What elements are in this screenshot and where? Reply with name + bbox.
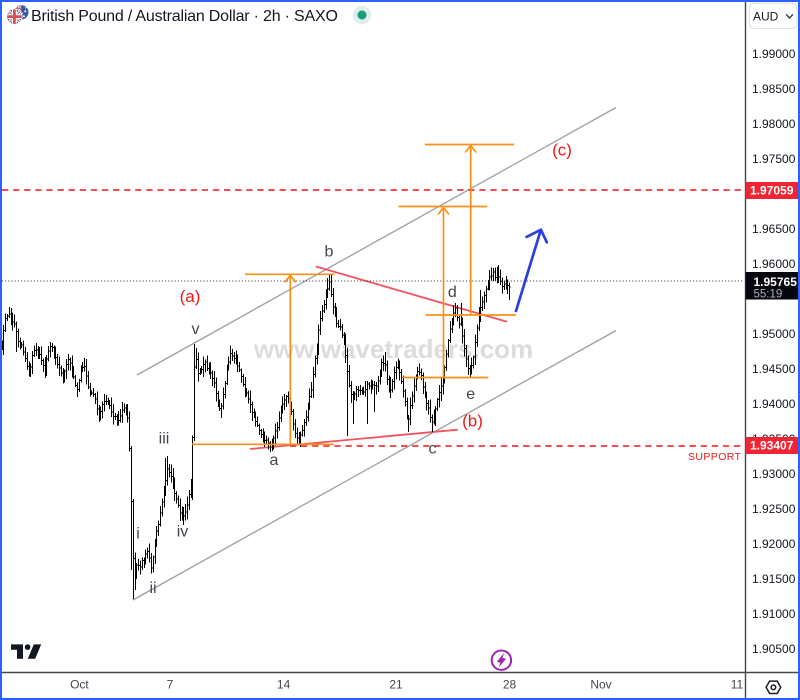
svg-text:1.97500: 1.97500 bbox=[752, 152, 796, 166]
svg-text:1.96500: 1.96500 bbox=[752, 222, 796, 236]
svg-text:v: v bbox=[192, 321, 200, 338]
svg-text:1.91000: 1.91000 bbox=[752, 607, 796, 621]
svg-text:iii: iii bbox=[159, 431, 170, 448]
svg-text:1.99000: 1.99000 bbox=[752, 47, 796, 61]
svg-text:c: c bbox=[429, 441, 437, 458]
svg-text:1.94500: 1.94500 bbox=[752, 362, 796, 376]
svg-text:1.95000: 1.95000 bbox=[752, 327, 796, 341]
svg-text:55:19: 55:19 bbox=[754, 289, 783, 301]
svg-text:www.wavetraders.com: www.wavetraders.com bbox=[253, 334, 533, 364]
svg-text:British Pound / Australian Dol: British Pound / Australian Dollar · 2h ·… bbox=[31, 8, 338, 25]
svg-text:e: e bbox=[466, 386, 475, 403]
svg-text:iv: iv bbox=[177, 524, 189, 541]
svg-text:AUD: AUD bbox=[753, 9, 779, 23]
svg-text:(b): (b) bbox=[462, 412, 483, 431]
svg-text:(c): (c) bbox=[552, 141, 572, 160]
svg-text:1.93407: 1.93407 bbox=[750, 439, 794, 453]
svg-text:1.93000: 1.93000 bbox=[752, 467, 796, 481]
svg-text:SUPPORT: SUPPORT bbox=[688, 451, 742, 463]
svg-text:1.98000: 1.98000 bbox=[752, 117, 796, 131]
svg-text:Nov: Nov bbox=[590, 678, 611, 692]
svg-text:1.91500: 1.91500 bbox=[752, 572, 796, 586]
svg-text:1.92500: 1.92500 bbox=[752, 502, 796, 516]
svg-text:a: a bbox=[270, 452, 279, 469]
svg-text:1.94000: 1.94000 bbox=[752, 397, 796, 411]
svg-text:7: 7 bbox=[167, 678, 174, 692]
svg-text:1.92000: 1.92000 bbox=[752, 537, 796, 551]
svg-text:i: i bbox=[136, 526, 140, 543]
svg-text:11: 11 bbox=[731, 678, 744, 692]
svg-text:28: 28 bbox=[503, 678, 517, 692]
svg-text:1.90500: 1.90500 bbox=[752, 642, 796, 656]
svg-text:Oct: Oct bbox=[70, 678, 89, 692]
svg-text:1.97059: 1.97059 bbox=[750, 184, 794, 198]
svg-text:1.96000: 1.96000 bbox=[752, 257, 796, 271]
svg-text:(a): (a) bbox=[180, 287, 201, 306]
svg-text:1.98500: 1.98500 bbox=[752, 82, 796, 96]
svg-text:21: 21 bbox=[389, 678, 403, 692]
svg-text:1.95765: 1.95765 bbox=[754, 275, 798, 289]
svg-text:b: b bbox=[325, 244, 334, 261]
svg-text:d: d bbox=[448, 284, 457, 301]
svg-text:ii: ii bbox=[149, 580, 156, 597]
svg-text:14: 14 bbox=[277, 678, 291, 692]
